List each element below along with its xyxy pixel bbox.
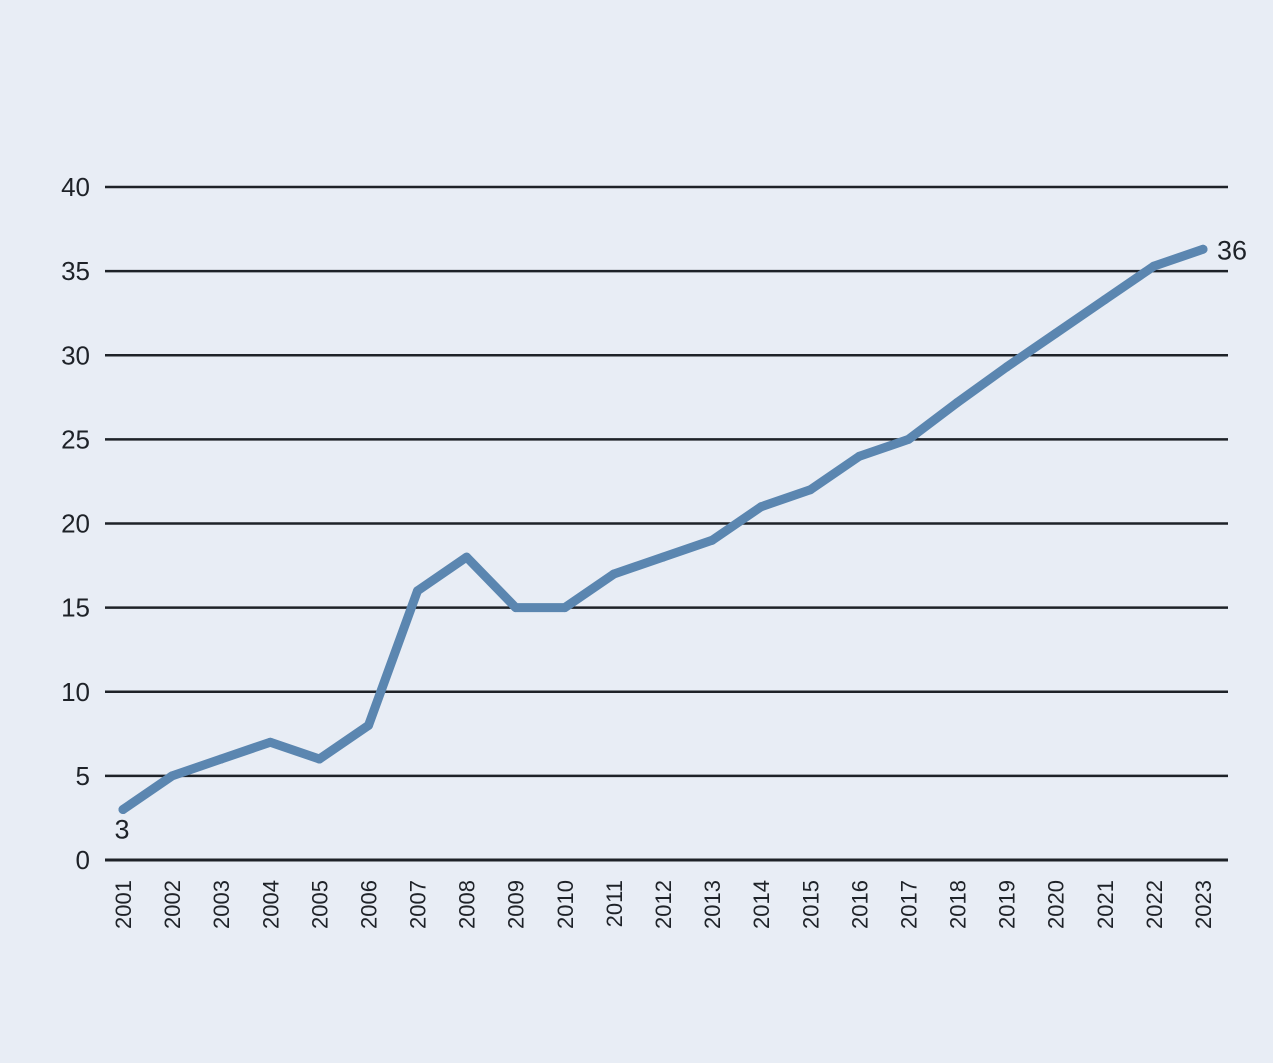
x-tick-label: 2005	[307, 880, 332, 929]
x-tick-label: 2018	[946, 880, 971, 929]
y-tick-label: 20	[61, 509, 90, 539]
x-tick-label: 2007	[406, 880, 431, 929]
data-point	[903, 434, 913, 444]
data-point	[854, 451, 864, 461]
x-tick-label: 2021	[1093, 880, 1118, 929]
data-label: 3	[114, 815, 129, 845]
x-tick-label: 2010	[553, 880, 578, 929]
x-tick-label: 2019	[995, 880, 1020, 929]
x-tick-label: 2009	[504, 880, 529, 929]
data-point	[167, 771, 177, 781]
data-point	[1149, 261, 1159, 271]
data-point	[805, 485, 815, 495]
data-point	[314, 754, 324, 764]
data-point	[511, 603, 521, 613]
x-axis-ticks: 2001 2002 2003 2004 2005 2006 2007 2008 2009 2010…	[111, 880, 1216, 929]
y-axis-ticks: 0 5 10 15 20 25 30 35 40	[61, 172, 90, 875]
data-point	[118, 805, 128, 815]
x-tick-label: 2023	[1191, 880, 1216, 929]
y-tick-label: 15	[61, 593, 90, 623]
y-tick-label: 10	[61, 677, 90, 707]
x-tick-label: 2001	[111, 880, 136, 929]
data-point	[413, 586, 423, 596]
y-tick-label: 0	[76, 845, 90, 875]
data-point	[265, 737, 275, 747]
x-tick-label: 2020	[1044, 880, 1069, 929]
series-line	[118, 244, 1208, 814]
data-point	[560, 603, 570, 613]
data-point	[1198, 244, 1208, 254]
x-tick-label: 2006	[356, 880, 381, 929]
data-point	[1002, 362, 1012, 372]
x-tick-label: 2011	[602, 880, 627, 927]
data-point	[1100, 295, 1110, 305]
y-tick-label: 5	[76, 761, 90, 791]
data-point	[756, 502, 766, 512]
x-tick-label: 2017	[896, 880, 921, 929]
data-point	[953, 397, 963, 407]
data-point	[216, 754, 226, 764]
data-point	[658, 552, 668, 562]
x-tick-label: 2014	[749, 880, 774, 929]
gridlines	[105, 185, 1228, 862]
data-label: 36	[1217, 235, 1247, 265]
data-point	[609, 569, 619, 579]
x-tick-label: 2022	[1142, 880, 1167, 929]
data-labels: 3 36	[114, 235, 1247, 844]
data-point	[363, 720, 373, 730]
x-tick-label: 2003	[209, 880, 234, 929]
x-tick-label: 2016	[847, 880, 872, 929]
x-tick-label: 2008	[455, 880, 480, 929]
x-tick-label: 2013	[700, 880, 725, 929]
data-point	[707, 535, 717, 545]
series-group	[118, 244, 1208, 815]
y-tick-label: 35	[61, 256, 90, 286]
data-point	[1051, 328, 1061, 338]
x-tick-label: 2012	[651, 880, 676, 929]
y-tick-label: 40	[61, 172, 90, 202]
x-tick-label: 2002	[160, 880, 185, 929]
x-tick-label: 2015	[798, 880, 823, 929]
x-tick-label: 2004	[258, 880, 283, 929]
y-tick-label: 30	[61, 340, 90, 370]
data-point	[462, 552, 472, 562]
y-tick-label: 25	[61, 424, 90, 454]
